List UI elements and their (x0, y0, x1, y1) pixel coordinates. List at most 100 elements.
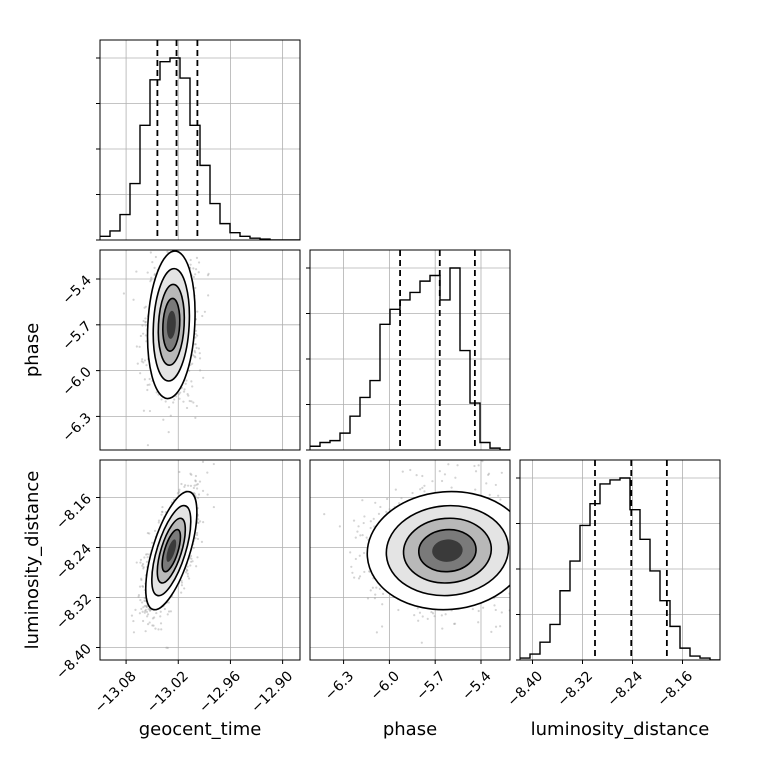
scatter-point (154, 627, 157, 630)
scatter-point (206, 274, 210, 277)
scatter-point (198, 357, 202, 360)
scatter-point (177, 491, 180, 494)
scatter-point (189, 560, 193, 563)
scatter-point (194, 273, 197, 276)
scatter-point (166, 613, 169, 616)
scatter-point (160, 398, 163, 401)
scatter-point (500, 611, 503, 614)
scatter-point (143, 359, 147, 362)
scatter-point (161, 510, 164, 514)
scatter-point (375, 631, 378, 634)
scatter-point (169, 610, 173, 613)
scatter-point (143, 597, 146, 600)
scatter-point (350, 565, 353, 568)
scatter-point (183, 587, 186, 590)
scatter-point (198, 352, 201, 355)
scatter-point (454, 476, 457, 479)
scatter-point (163, 607, 166, 611)
scatter-point (196, 537, 200, 541)
scatter-point (141, 358, 144, 361)
scatter-point (198, 369, 202, 372)
scatter-point (196, 556, 199, 559)
scatter-point (186, 572, 189, 575)
scatter-point (357, 525, 360, 528)
scatter-point (140, 360, 143, 363)
scatter-point (353, 576, 356, 579)
scatter-point (490, 630, 493, 633)
scatter-point (132, 631, 136, 634)
scatter-point (423, 484, 426, 487)
scatter-point (415, 474, 418, 477)
scatter-point (145, 364, 148, 367)
scatter-point (153, 529, 157, 532)
x-axis-label: phase (383, 719, 437, 740)
scatter-point (207, 294, 210, 297)
scatter-point (159, 615, 162, 618)
scatter-point (146, 271, 149, 274)
scatter-point (494, 608, 497, 612)
scatter-point (160, 628, 163, 631)
scatter-point (142, 567, 145, 570)
scatter-point (148, 532, 151, 535)
scatter-point (186, 569, 189, 572)
scatter-point (146, 615, 149, 618)
scatter-point (192, 401, 195, 404)
scatter-point (515, 532, 517, 534)
x-axis-label: luminosity_distance (531, 719, 710, 740)
scatter-point (189, 564, 192, 567)
scatter-point (494, 483, 497, 487)
scatter-point (338, 525, 341, 528)
x-tick-label: −8.24 (604, 668, 646, 710)
scatter-point (185, 568, 189, 572)
scatter-point (358, 575, 362, 578)
scatter-point (132, 298, 135, 301)
scatter-point (421, 615, 424, 618)
scatter-point (433, 615, 436, 618)
scatter-point (441, 627, 444, 630)
scatter-point (191, 362, 194, 365)
scatter-point (195, 565, 198, 568)
scatter-point (514, 529, 516, 531)
scatter-point (369, 589, 372, 592)
panel-frame (309, 249, 511, 451)
scatter-point (371, 586, 374, 589)
scatter-point (144, 321, 147, 324)
histogram-step (520, 477, 720, 660)
scatter-point (375, 586, 378, 589)
scatter-point (168, 246, 170, 248)
scatter-point (443, 473, 447, 476)
scatter-point (193, 355, 196, 358)
scatter-point (146, 613, 150, 616)
scatter-point (477, 609, 480, 613)
scatter-point (177, 393, 181, 396)
scatter-point (172, 401, 175, 404)
scatter-point (166, 243, 168, 245)
scatter-point (166, 250, 169, 253)
scatter-point (153, 616, 156, 619)
scatter-point (195, 487, 199, 490)
scatter-point (515, 584, 517, 586)
scatter-point (144, 608, 147, 611)
scatter-point (497, 494, 500, 497)
scatter-point (514, 560, 516, 562)
scatter-point (167, 610, 171, 613)
panel-frame (309, 459, 511, 661)
scatter-point (190, 557, 193, 560)
scatter-point (195, 256, 199, 259)
scatter-point (148, 409, 152, 413)
scatter-point (167, 601, 170, 604)
scatter-point (149, 251, 152, 254)
scatter-point (165, 646, 168, 649)
scatter-point (142, 566, 145, 569)
scatter-point (397, 608, 400, 612)
scatter-point (189, 263, 192, 266)
scatter-point (146, 623, 150, 626)
scatter-point (194, 416, 197, 419)
scatter-point (145, 610, 149, 613)
scatter-point (175, 243, 177, 245)
scatter-point (143, 604, 146, 608)
scatter-point (366, 597, 370, 600)
scatter-point (167, 431, 170, 434)
scatter-point (157, 628, 160, 631)
scatter-point (182, 390, 186, 393)
